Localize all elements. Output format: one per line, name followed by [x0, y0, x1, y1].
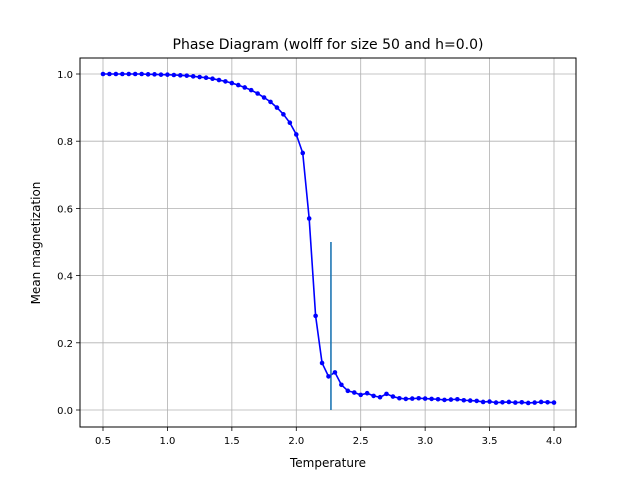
data-point [506, 399, 512, 405]
data-point [306, 216, 312, 221]
x-tick-label: 3.5 [482, 436, 498, 447]
data-point [474, 398, 479, 404]
data-point [313, 313, 318, 319]
data-point [551, 400, 557, 405]
y-tick-label: 0.0 [57, 406, 73, 417]
x-tick-label: 0.5 [95, 436, 111, 447]
y-tick-label: 1.0 [57, 70, 73, 81]
data-point [384, 391, 389, 397]
data-point [287, 120, 293, 126]
data-point [216, 77, 222, 83]
data-point [416, 395, 422, 401]
data-point [197, 74, 202, 80]
data-point [351, 390, 357, 395]
data-point [519, 399, 525, 405]
data-point [300, 150, 306, 156]
x-tick-label: 2.5 [353, 436, 369, 447]
data-point [268, 99, 273, 105]
data-point [538, 399, 544, 405]
data-point [326, 374, 331, 379]
x-tick-label: 3.0 [417, 436, 433, 447]
y-tick-label: 0.6 [57, 204, 73, 215]
data-point [132, 71, 138, 77]
data-point [377, 394, 383, 400]
data-point [210, 76, 215, 81]
data-point [158, 72, 164, 77]
data-point [409, 396, 415, 401]
data-point [203, 75, 209, 80]
data-point [261, 95, 267, 100]
data-point [255, 91, 260, 96]
data-point [184, 73, 190, 78]
data-point [422, 396, 428, 401]
data-point [493, 400, 499, 405]
data-point [461, 397, 467, 403]
data-point [345, 388, 351, 394]
data-point [467, 398, 473, 403]
data-point [107, 71, 112, 77]
data-point [480, 399, 486, 405]
data-point [429, 396, 434, 402]
data-point [190, 74, 196, 79]
data-point [126, 71, 132, 77]
data-point [455, 396, 460, 402]
data-point [500, 399, 505, 405]
grid [80, 58, 576, 427]
data-point [120, 71, 125, 77]
data-point [229, 80, 235, 86]
data-point [397, 395, 402, 401]
data-point [293, 132, 299, 137]
data-point [403, 396, 409, 402]
data-point [371, 393, 376, 399]
data-point [178, 73, 183, 78]
y-tick-label: 0.4 [57, 272, 73, 283]
data-point [242, 85, 248, 90]
data-point [390, 394, 396, 399]
x-tick-label: 4.0 [546, 436, 562, 447]
data-point [236, 82, 241, 88]
data-point [339, 382, 344, 388]
data-point [435, 396, 441, 402]
axes-frame [79, 57, 577, 428]
x-tick-label: 2.0 [288, 436, 304, 447]
data-point [100, 71, 106, 77]
x-tick-label: 1.5 [224, 436, 240, 447]
data-point [448, 397, 454, 402]
data-point [513, 400, 518, 405]
x-axis-label: Temperature [289, 456, 366, 470]
chart-title: Phase Diagram (wolff for size 50 and h=0… [173, 37, 484, 53]
data-point [358, 392, 364, 398]
y-tick-label: 0.8 [57, 137, 73, 148]
plot-area [100, 71, 557, 410]
data-point [223, 79, 228, 84]
data-point [152, 72, 157, 77]
data-point [487, 399, 492, 404]
data-point [113, 71, 119, 77]
data-point [248, 87, 254, 93]
data-point [139, 71, 144, 77]
data-point [171, 72, 177, 78]
axis-ticks: 0.5 1.0 1.5 2.0 2.5 3.0 3.5 4.0 0.0 0.2 0.4 0.6 0.8 1… [57, 70, 562, 447]
data-point [165, 72, 170, 77]
data-point [364, 390, 370, 396]
y-axis-label: Mean magnetization [29, 182, 43, 305]
data-point [145, 72, 151, 77]
data-point [319, 360, 325, 366]
data-point [274, 105, 280, 110]
data-point [332, 370, 338, 375]
data-point [281, 112, 286, 117]
data-point [442, 397, 447, 403]
x-tick-label: 1.0 [159, 436, 175, 447]
data-point [525, 400, 531, 406]
y-tick-label: 0.2 [57, 339, 73, 350]
data-point [545, 399, 550, 405]
data-point [532, 400, 537, 405]
